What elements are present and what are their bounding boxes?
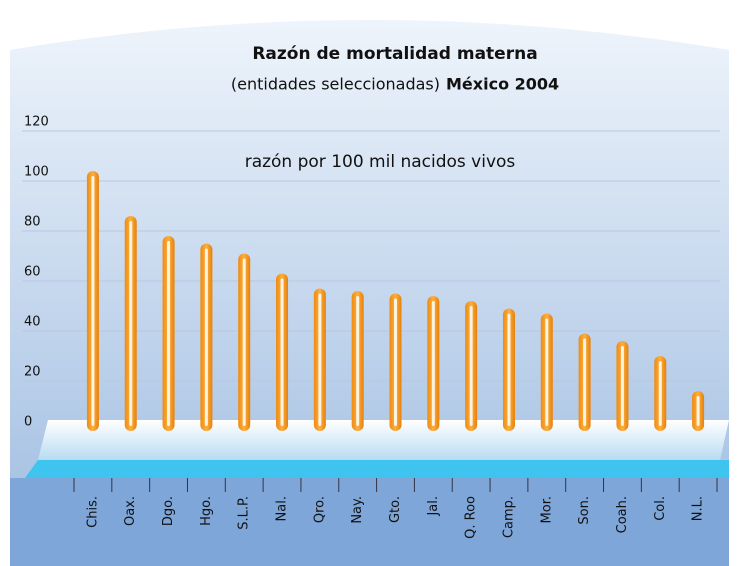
- bar-highlight: [545, 318, 549, 426]
- bar-highlight: [394, 298, 397, 426]
- bar-highlight: [242, 258, 246, 426]
- x-tick-label: S.L.P.: [237, 496, 252, 530]
- x-tick-label: Nay.: [350, 496, 365, 524]
- bar-highlight: [318, 293, 322, 426]
- floor: [38, 420, 729, 460]
- y-tick-label: 20: [24, 365, 41, 380]
- x-tick-label: Coah.: [615, 496, 630, 533]
- y-tick-label: 100: [24, 165, 49, 180]
- x-tick-label: Mor.: [539, 496, 554, 523]
- bar-highlight: [658, 361, 662, 426]
- bar-highlight: [507, 313, 511, 426]
- x-tick-label: Oax.: [123, 496, 138, 526]
- annotation: razón por 100 mil nacidos vivos: [245, 152, 516, 172]
- x-tick-label: Q. Roo: [464, 496, 479, 539]
- bar-highlight: [91, 176, 95, 426]
- bar-highlight: [167, 241, 171, 426]
- bar-highlight: [129, 221, 133, 426]
- x-tick-label: Qro.: [312, 496, 327, 523]
- y-tick-label: 120: [24, 115, 49, 130]
- bar-highlight: [280, 278, 284, 426]
- label-band: [10, 478, 729, 566]
- chart-title: Razón de mortalidad materna: [252, 44, 537, 64]
- x-tick-label: Gto.: [388, 496, 403, 523]
- x-tick-label: Dgo.: [161, 496, 176, 526]
- bar-highlight: [696, 396, 700, 426]
- y-tick-label: 0: [24, 415, 32, 430]
- bar-highlight: [583, 338, 587, 426]
- y-tick-label: 80: [24, 215, 41, 230]
- chart-subtitle-bold: México 2004: [446, 75, 559, 94]
- x-tick-label: N.L.: [691, 496, 706, 521]
- x-tick-label: Jal.: [426, 496, 441, 517]
- x-tick-label: Col.: [653, 496, 668, 521]
- y-tick-label: 40: [24, 315, 41, 330]
- bar-highlight: [620, 346, 624, 426]
- bar-highlight: [356, 296, 360, 426]
- bar-highlight: [431, 301, 435, 426]
- x-tick-label: Son.: [577, 496, 592, 525]
- floor-edge: [25, 460, 729, 478]
- chart-subtitle: (entidades seleccionadas): [231, 75, 440, 94]
- y-tick-label: 60: [24, 265, 41, 280]
- bar-highlight: [204, 248, 208, 426]
- bar-highlight: [469, 306, 473, 426]
- x-tick-label: Chis.: [85, 496, 100, 528]
- x-tick-label: Hgo.: [199, 496, 214, 526]
- x-tick-label: Nal.: [275, 496, 290, 521]
- x-tick-label: Camp.: [501, 496, 516, 538]
